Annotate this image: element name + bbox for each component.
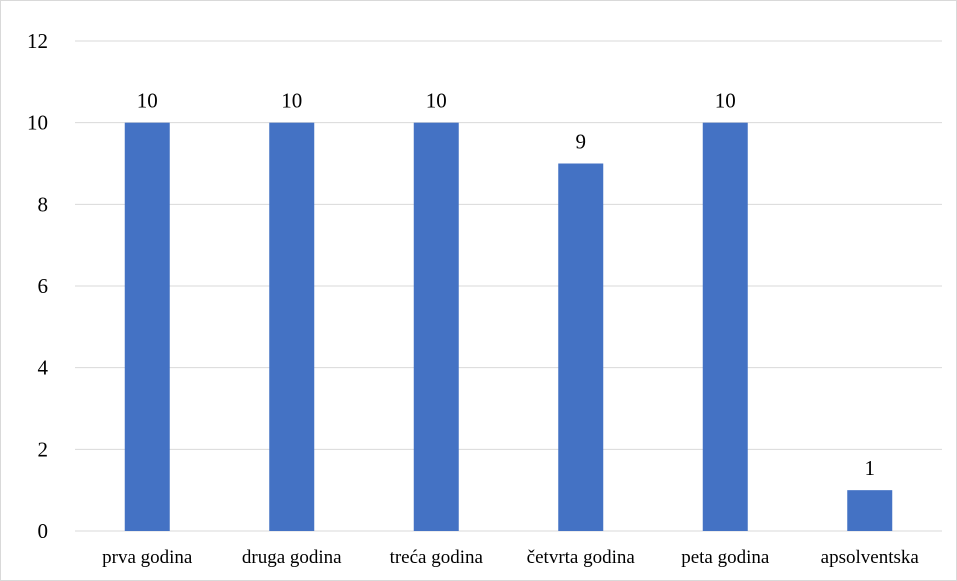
bar — [413, 122, 459, 532]
y-tick-label: 0 — [38, 519, 49, 543]
y-tick-label: 10 — [27, 111, 48, 135]
data-label: 10 — [137, 89, 158, 113]
bar — [124, 122, 170, 532]
x-category-label: peta godina — [681, 547, 770, 568]
x-category-label: prva godina — [102, 547, 193, 568]
data-label: 10 — [715, 89, 736, 113]
data-labels: 10 10 10 9 10 1 — [137, 89, 876, 480]
y-tick-label: 6 — [38, 274, 49, 298]
y-tick-label: 4 — [38, 356, 49, 380]
x-category-label: druga godina — [242, 547, 342, 568]
x-category-label: treća godina — [390, 547, 484, 568]
y-tick-label: 12 — [27, 29, 48, 53]
bar — [847, 490, 893, 531]
data-label: 1 — [865, 456, 876, 480]
y-tick-label: 8 — [38, 192, 49, 216]
data-label: 10 — [281, 89, 302, 113]
bar — [702, 122, 748, 532]
bar — [269, 122, 315, 532]
x-category-label: četvrta godina — [527, 547, 636, 568]
y-tick-label: 2 — [38, 437, 49, 461]
x-axis-category-labels: prva godina druga godina treća godina četvr… — [102, 547, 919, 568]
data-label: 10 — [426, 89, 447, 113]
bar — [558, 163, 604, 531]
x-category-label: apsolventska — [821, 547, 920, 568]
y-axis-tick-labels: 0 2 4 6 8 10 12 — [27, 29, 49, 543]
bars — [124, 122, 893, 532]
gridlines — [75, 40, 942, 532]
data-label: 9 — [576, 130, 587, 154]
